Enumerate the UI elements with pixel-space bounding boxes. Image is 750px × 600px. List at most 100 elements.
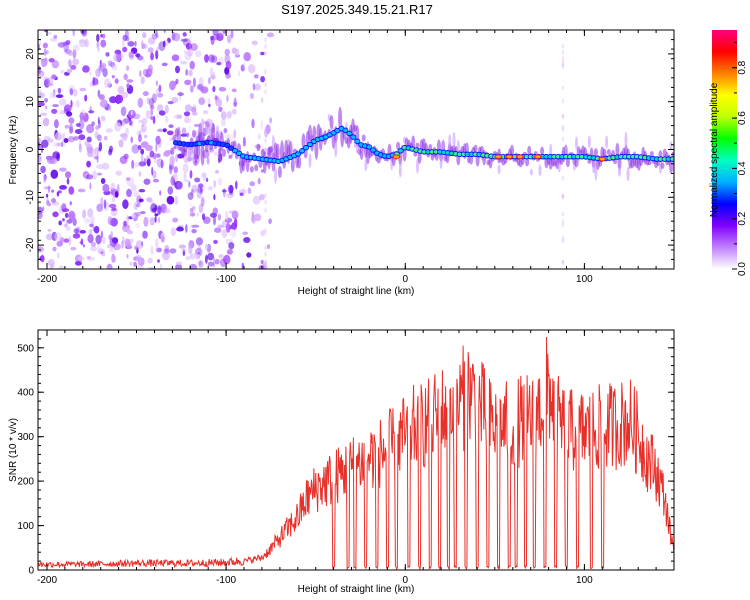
noise-streak: [561, 175, 565, 181]
noise-blob: [161, 235, 165, 243]
noise-blob: [223, 254, 231, 265]
noise-blob: [64, 49, 72, 54]
noise-blob: [47, 31, 52, 35]
noise-blob: [121, 240, 124, 249]
noise-blob: [114, 122, 122, 132]
noise-blob: [157, 128, 165, 132]
noise-blob: [225, 72, 231, 79]
noise-blob: [68, 117, 75, 124]
noise-blob: [133, 201, 139, 210]
ridge-core: [236, 151, 242, 156]
ridge-halo: [205, 127, 209, 136]
noise-streak: [561, 127, 565, 132]
noise-streak: [189, 41, 192, 47]
noise-blob: [92, 77, 99, 86]
noise-blob: [137, 97, 144, 108]
colorbar: 0.0 0.2 0.4 0.6 0.8 Normalized spectral ampl…: [709, 30, 748, 276]
noise-blob: [51, 198, 56, 203]
noise-blob: [131, 214, 136, 219]
noise-streak: [189, 251, 192, 257]
noise-blob: [168, 124, 174, 129]
noise-blob: [217, 224, 224, 228]
ridge-halo: [254, 164, 259, 172]
noise-blob: [82, 244, 85, 248]
colorbar-label: Normalized spectral amplitude: [709, 82, 720, 217]
ridge-halo: [473, 144, 478, 153]
noise-blob: [194, 177, 201, 183]
noise-blob: [122, 46, 128, 53]
noise-blob: [196, 83, 199, 91]
noise-blob: [247, 187, 252, 194]
noise-blob: [151, 93, 157, 104]
ridge-halo: [172, 134, 177, 142]
noise-blob: [156, 114, 160, 118]
noise-blob: [84, 94, 88, 102]
snr-y-tick-label: 500: [17, 343, 34, 354]
colorbar-tick-label: 0.0: [737, 262, 748, 276]
noise-blob: [65, 225, 71, 232]
noise-blob: [126, 83, 130, 88]
ridge-halo: [200, 142, 205, 166]
noise-blob: [69, 88, 74, 96]
ridge-halo: [529, 168, 533, 176]
noise-blob: [190, 85, 194, 93]
noise-streak: [561, 85, 565, 91]
noise-streak: [561, 113, 565, 119]
noise-blob: [268, 218, 272, 225]
noise-blob: [215, 98, 223, 107]
noise-blob: [99, 99, 108, 108]
noise-blob: [112, 196, 116, 203]
noise-blob: [42, 42, 49, 49]
noise-blob: [130, 110, 133, 116]
noise-blob: [84, 173, 90, 181]
snr-y-axis-label: SNR (10 * v/v): [8, 418, 19, 482]
noise-blob: [134, 40, 137, 47]
noise-blob: [190, 189, 194, 196]
noise-blob: [125, 65, 130, 71]
noise-blob: [226, 94, 229, 103]
colorbar-tick-label: 0.6: [737, 111, 748, 125]
noise-blob: [96, 203, 104, 212]
spectrogram-y-axis-label: Frequency (Hz): [8, 116, 19, 185]
ridge-core: [398, 149, 403, 153]
noise-blob: [228, 242, 235, 250]
noise-blob: [140, 76, 145, 85]
noise-blob: [66, 68, 73, 74]
noise-blob: [143, 157, 147, 166]
noise-blob: [178, 244, 186, 249]
noise-blob: [260, 120, 264, 130]
noise-blob: [63, 104, 72, 113]
noise-blob: [243, 61, 246, 70]
noise-blob: [253, 213, 262, 222]
noise-blob: [211, 55, 218, 63]
noise-streak: [264, 89, 267, 95]
noise-blob: [43, 48, 47, 57]
noise-blob: [100, 197, 104, 207]
noise-blob: [173, 145, 177, 150]
ridge-core: [331, 131, 336, 135]
noise-streak: [561, 62, 565, 68]
noise-blob: [217, 213, 221, 221]
noise-blob: [220, 111, 227, 120]
noise-blob: [52, 151, 60, 159]
noise-blob: [214, 227, 222, 233]
ridge-halo: [334, 140, 338, 158]
noise-blob: [243, 52, 251, 62]
noise-blob: [110, 231, 113, 239]
noise-blob: [216, 61, 222, 66]
noise-blob: [41, 76, 49, 81]
noise-blob: [114, 191, 119, 198]
noise-blob: [176, 114, 183, 119]
noise-blob: [222, 30, 226, 34]
noise-blob: [174, 196, 179, 205]
noise-blob: [242, 136, 246, 147]
ridge-core: [295, 152, 301, 156]
ridge-halo: [540, 146, 545, 155]
noise-streak: [264, 138, 267, 144]
noise-blob: [70, 246, 77, 251]
noise-blob: [132, 190, 140, 198]
noise-blob: [221, 189, 227, 193]
noise-blob: [247, 64, 256, 74]
noise-blob: [110, 182, 116, 192]
